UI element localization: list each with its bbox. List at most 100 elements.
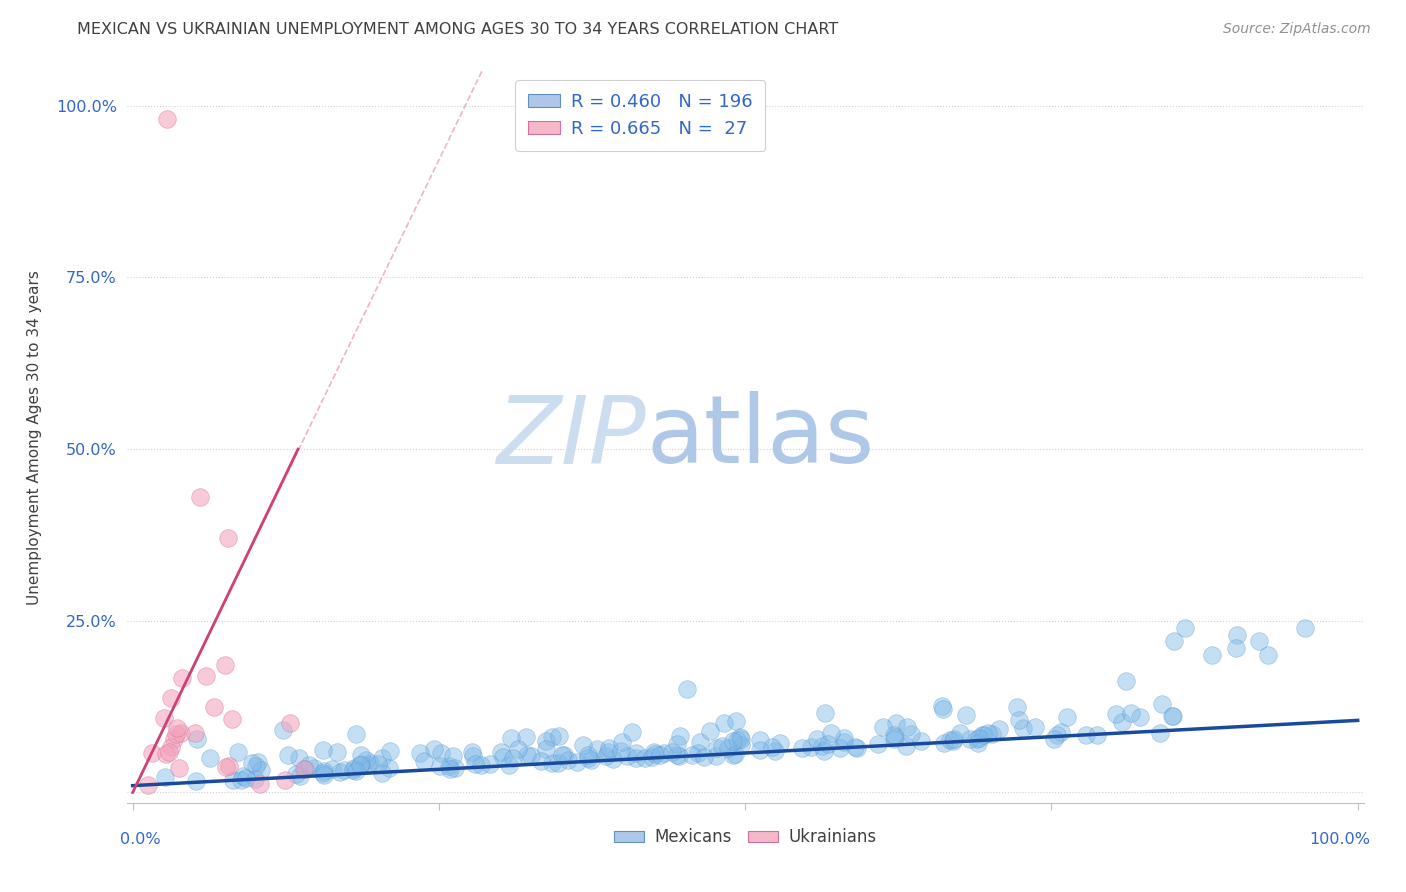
Point xyxy=(626,747,648,761)
Point xyxy=(666,737,689,751)
Point xyxy=(441,748,464,763)
Point xyxy=(724,714,747,729)
Point xyxy=(661,745,683,759)
Point xyxy=(721,748,744,763)
Point xyxy=(730,739,752,753)
Point xyxy=(576,748,599,763)
Point xyxy=(294,762,316,776)
Point xyxy=(585,742,607,756)
Point xyxy=(344,764,367,778)
Point xyxy=(973,728,995,742)
Point xyxy=(711,739,734,753)
Point xyxy=(160,690,183,705)
Point xyxy=(461,745,484,759)
Point xyxy=(1129,709,1152,723)
Point xyxy=(811,739,834,753)
Point xyxy=(536,733,558,747)
Point xyxy=(699,724,721,739)
Point xyxy=(948,725,970,739)
Point xyxy=(235,771,257,785)
Point xyxy=(596,745,619,759)
Point xyxy=(572,738,595,752)
Point xyxy=(884,731,907,745)
Point xyxy=(136,778,159,792)
Point xyxy=(1085,728,1108,742)
Point xyxy=(1105,707,1128,722)
Point xyxy=(763,743,786,757)
Point xyxy=(706,741,728,756)
Point xyxy=(342,763,364,777)
Point xyxy=(620,725,643,739)
Point xyxy=(292,762,315,776)
Point xyxy=(730,731,752,746)
Point xyxy=(342,761,364,775)
Point xyxy=(156,112,179,127)
Point xyxy=(977,726,1000,740)
Point xyxy=(429,759,451,773)
Point xyxy=(314,768,336,782)
Point xyxy=(1201,648,1223,662)
Point xyxy=(644,747,666,762)
Text: Source: ZipAtlas.com: Source: ZipAtlas.com xyxy=(1223,22,1371,37)
Point xyxy=(1049,725,1071,739)
Point xyxy=(354,753,377,767)
Point xyxy=(232,769,254,783)
Point xyxy=(202,699,225,714)
Point xyxy=(931,699,953,714)
Point xyxy=(1161,709,1184,723)
Point xyxy=(723,734,745,748)
Point xyxy=(668,749,690,764)
Point xyxy=(704,748,727,763)
Point xyxy=(652,746,675,760)
Point xyxy=(288,750,311,764)
Point xyxy=(165,727,187,741)
Point xyxy=(846,740,869,755)
Point xyxy=(633,751,655,765)
Point xyxy=(155,747,177,761)
Point xyxy=(491,750,513,764)
Point xyxy=(643,745,665,759)
Text: atlas: atlas xyxy=(647,391,875,483)
Point xyxy=(557,753,579,767)
Point xyxy=(730,730,752,744)
Point xyxy=(167,761,190,775)
Point xyxy=(278,715,301,730)
Point xyxy=(430,746,453,760)
Point xyxy=(955,707,977,722)
Point xyxy=(579,753,602,767)
Point xyxy=(616,748,638,763)
Point xyxy=(271,723,294,737)
Point xyxy=(1115,674,1137,689)
Point xyxy=(530,754,553,768)
Point xyxy=(141,746,163,760)
Point xyxy=(221,773,243,788)
Point xyxy=(412,754,434,768)
Point xyxy=(312,766,335,780)
Point xyxy=(498,757,520,772)
Point xyxy=(534,742,557,756)
Point xyxy=(349,757,371,772)
Point xyxy=(1257,648,1279,662)
Point xyxy=(988,722,1011,736)
Point xyxy=(943,731,966,746)
Point xyxy=(277,747,299,762)
Point xyxy=(463,749,485,764)
Point xyxy=(1226,627,1249,641)
Point xyxy=(910,734,932,748)
Point xyxy=(423,741,446,756)
Point xyxy=(240,756,263,771)
Point xyxy=(932,736,955,750)
Point xyxy=(326,745,349,759)
Point xyxy=(844,739,866,754)
Point xyxy=(969,731,991,745)
Point xyxy=(817,737,839,751)
Point xyxy=(689,735,711,749)
Point xyxy=(1249,634,1271,648)
Point xyxy=(967,736,990,750)
Point xyxy=(790,740,813,755)
Point xyxy=(1119,706,1142,721)
Point xyxy=(883,728,905,742)
Point xyxy=(444,760,467,774)
Point xyxy=(693,749,716,764)
Point xyxy=(1024,720,1046,734)
